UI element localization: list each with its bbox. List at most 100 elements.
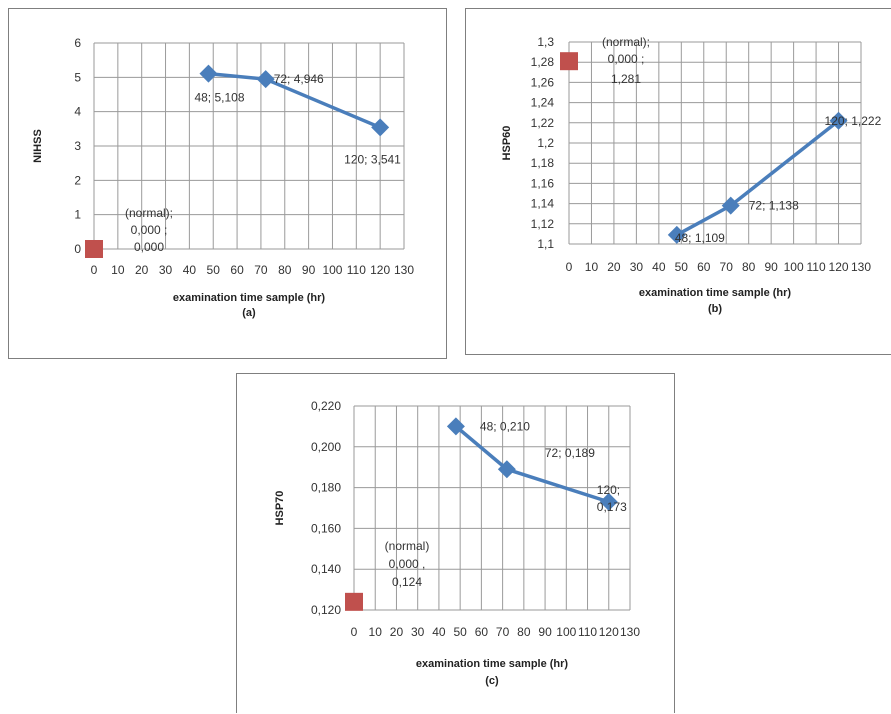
data-point-label: 120; bbox=[597, 483, 620, 497]
y-tick-label: 0,220 bbox=[311, 399, 341, 413]
x-tick-label: 90 bbox=[302, 263, 316, 277]
x-tick-label: 50 bbox=[453, 625, 467, 639]
x-tick-label: 30 bbox=[630, 260, 644, 274]
y-tick-label: 5 bbox=[74, 70, 81, 84]
y-tick-label: 1,18 bbox=[531, 156, 555, 170]
normal-point-label: 0,000 , bbox=[389, 557, 426, 571]
y-tick-label: 2 bbox=[74, 173, 81, 187]
x-tick-label: 70 bbox=[254, 263, 268, 277]
chart-a-svg: 0 10 20 30 40 50 60 70 80 90 100 110 120 130 0 1 2 3 4 5 6 ex… bbox=[32, 36, 414, 319]
normal-point-label: (normal); bbox=[602, 35, 650, 49]
data-point-marker bbox=[371, 118, 390, 137]
chart-caption: (a) bbox=[242, 307, 256, 319]
data-point-label: 48; 1,109 bbox=[675, 231, 725, 245]
x-tick-label: 120 bbox=[829, 260, 849, 274]
data-point-marker bbox=[721, 196, 740, 215]
x-tick-label: 60 bbox=[230, 263, 244, 277]
data-point-label: 48; 5,108 bbox=[194, 91, 244, 105]
x-tick-label: 80 bbox=[517, 625, 531, 639]
x-tick-label: 60 bbox=[475, 625, 489, 639]
x-tick-label: 10 bbox=[585, 260, 599, 274]
series-line bbox=[454, 425, 610, 504]
y-axis-title: HSP70 bbox=[274, 491, 286, 526]
y-tick-label: 0,160 bbox=[311, 521, 341, 535]
x-tick-label: 50 bbox=[675, 260, 689, 274]
x-tick-label: 40 bbox=[652, 260, 666, 274]
data-point-marker bbox=[256, 70, 275, 89]
data-point-label: 120; 1,222 bbox=[825, 114, 882, 128]
normal-point-label: 0,000 ; bbox=[131, 223, 168, 237]
data-point-label: 48; 0,210 bbox=[480, 419, 530, 433]
x-tick-label: 0 bbox=[351, 625, 358, 639]
normal-point-marker bbox=[345, 592, 363, 611]
normal-point-label: (normal) bbox=[385, 539, 430, 553]
x-tick-label: 20 bbox=[390, 625, 404, 639]
chart-panel-b: 0 10 20 30 40 50 60 70 80 90 100 110 120 130 1,1 1,12 1,… bbox=[465, 8, 891, 355]
y-tick-label: 0 bbox=[74, 242, 81, 256]
chart-b-svg: 0 10 20 30 40 50 60 70 80 90 100 110 120 130 1,1 1,12 1,… bbox=[501, 35, 882, 315]
y-tick-label: 1,28 bbox=[531, 55, 555, 69]
x-tick-label: 40 bbox=[432, 625, 446, 639]
x-axis-title: examination time sample (hr) bbox=[173, 292, 326, 304]
x-tick-label: 10 bbox=[111, 263, 125, 277]
chart-panel-c: 0 10 20 30 40 50 60 70 80 90 100 110 120 130 0,120 0,14… bbox=[236, 373, 675, 713]
data-point-label: 72; 1,138 bbox=[749, 199, 799, 213]
x-tick-label: 110 bbox=[807, 260, 826, 274]
x-tick-label: 110 bbox=[578, 625, 597, 639]
x-axis-title: examination time sample (hr) bbox=[416, 658, 569, 670]
normal-point-label: (normal); bbox=[125, 206, 173, 220]
y-tick-label: 1 bbox=[74, 208, 81, 222]
x-tick-label: 130 bbox=[851, 260, 871, 274]
x-tick-label: 30 bbox=[159, 263, 173, 277]
x-tick-label: 130 bbox=[394, 263, 414, 277]
y-tick-label: 1,16 bbox=[531, 176, 555, 190]
x-tick-label: 50 bbox=[207, 263, 221, 277]
data-point-marker bbox=[199, 64, 218, 83]
x-tick-label: 100 bbox=[556, 625, 576, 639]
x-tick-label: 60 bbox=[697, 260, 711, 274]
x-tick-label: 10 bbox=[369, 625, 383, 639]
data-point-label: 72; 0,189 bbox=[545, 446, 595, 460]
x-tick-label: 80 bbox=[742, 260, 756, 274]
y-tick-label: 3 bbox=[74, 139, 81, 153]
x-tick-label: 30 bbox=[411, 625, 425, 639]
y-tick-label: 1,22 bbox=[531, 116, 555, 130]
y-tick-label: 1,14 bbox=[531, 197, 555, 211]
y-tick-label: 0,120 bbox=[311, 603, 341, 617]
y-tick-label: 0,200 bbox=[311, 440, 341, 454]
x-tick-label: 20 bbox=[607, 260, 621, 274]
y-tick-label: 1,24 bbox=[531, 96, 555, 110]
x-tick-label: 90 bbox=[538, 625, 552, 639]
x-tick-label: 100 bbox=[322, 263, 342, 277]
x-tick-label: 90 bbox=[764, 260, 778, 274]
y-tick-label: 6 bbox=[74, 36, 81, 50]
y-tick-label: 4 bbox=[74, 105, 81, 119]
y-tick-label: 0,140 bbox=[311, 562, 341, 576]
chart-panel-a: 0 10 20 30 40 50 60 70 80 90 100 110 120 130 0 1 2 3 4 5 6 ex… bbox=[8, 8, 447, 359]
data-point-label: 0,173 bbox=[597, 500, 627, 514]
normal-point-marker bbox=[560, 52, 578, 71]
x-tick-label: 110 bbox=[347, 263, 366, 277]
data-point-marker bbox=[829, 111, 848, 130]
normal-point-label: 0,000 bbox=[134, 240, 164, 254]
x-tick-label: 100 bbox=[784, 260, 804, 274]
y-tick-label: 1,26 bbox=[531, 75, 555, 89]
data-point-label: 120; 3,541 bbox=[344, 152, 401, 166]
y-tick-label: 0,180 bbox=[311, 481, 341, 495]
x-tick-label: 70 bbox=[720, 260, 734, 274]
x-tick-label: 120 bbox=[599, 625, 619, 639]
x-tick-label: 20 bbox=[135, 263, 149, 277]
x-tick-label: 70 bbox=[496, 625, 510, 639]
y-tick-label: 1,12 bbox=[531, 217, 555, 231]
series-line bbox=[675, 119, 840, 237]
data-point-marker bbox=[446, 417, 465, 436]
x-tick-label: 80 bbox=[278, 263, 292, 277]
data-point-marker bbox=[667, 225, 686, 244]
normal-point-label: 1,281 bbox=[611, 72, 641, 86]
x-tick-label: 0 bbox=[566, 260, 573, 274]
x-tick-label: 0 bbox=[91, 263, 98, 277]
chart-caption: (c) bbox=[485, 675, 499, 687]
x-axis-title: examination time sample (hr) bbox=[639, 287, 792, 299]
y-tick-label: 1,3 bbox=[537, 35, 554, 49]
y-tick-label: 1,2 bbox=[537, 136, 554, 150]
